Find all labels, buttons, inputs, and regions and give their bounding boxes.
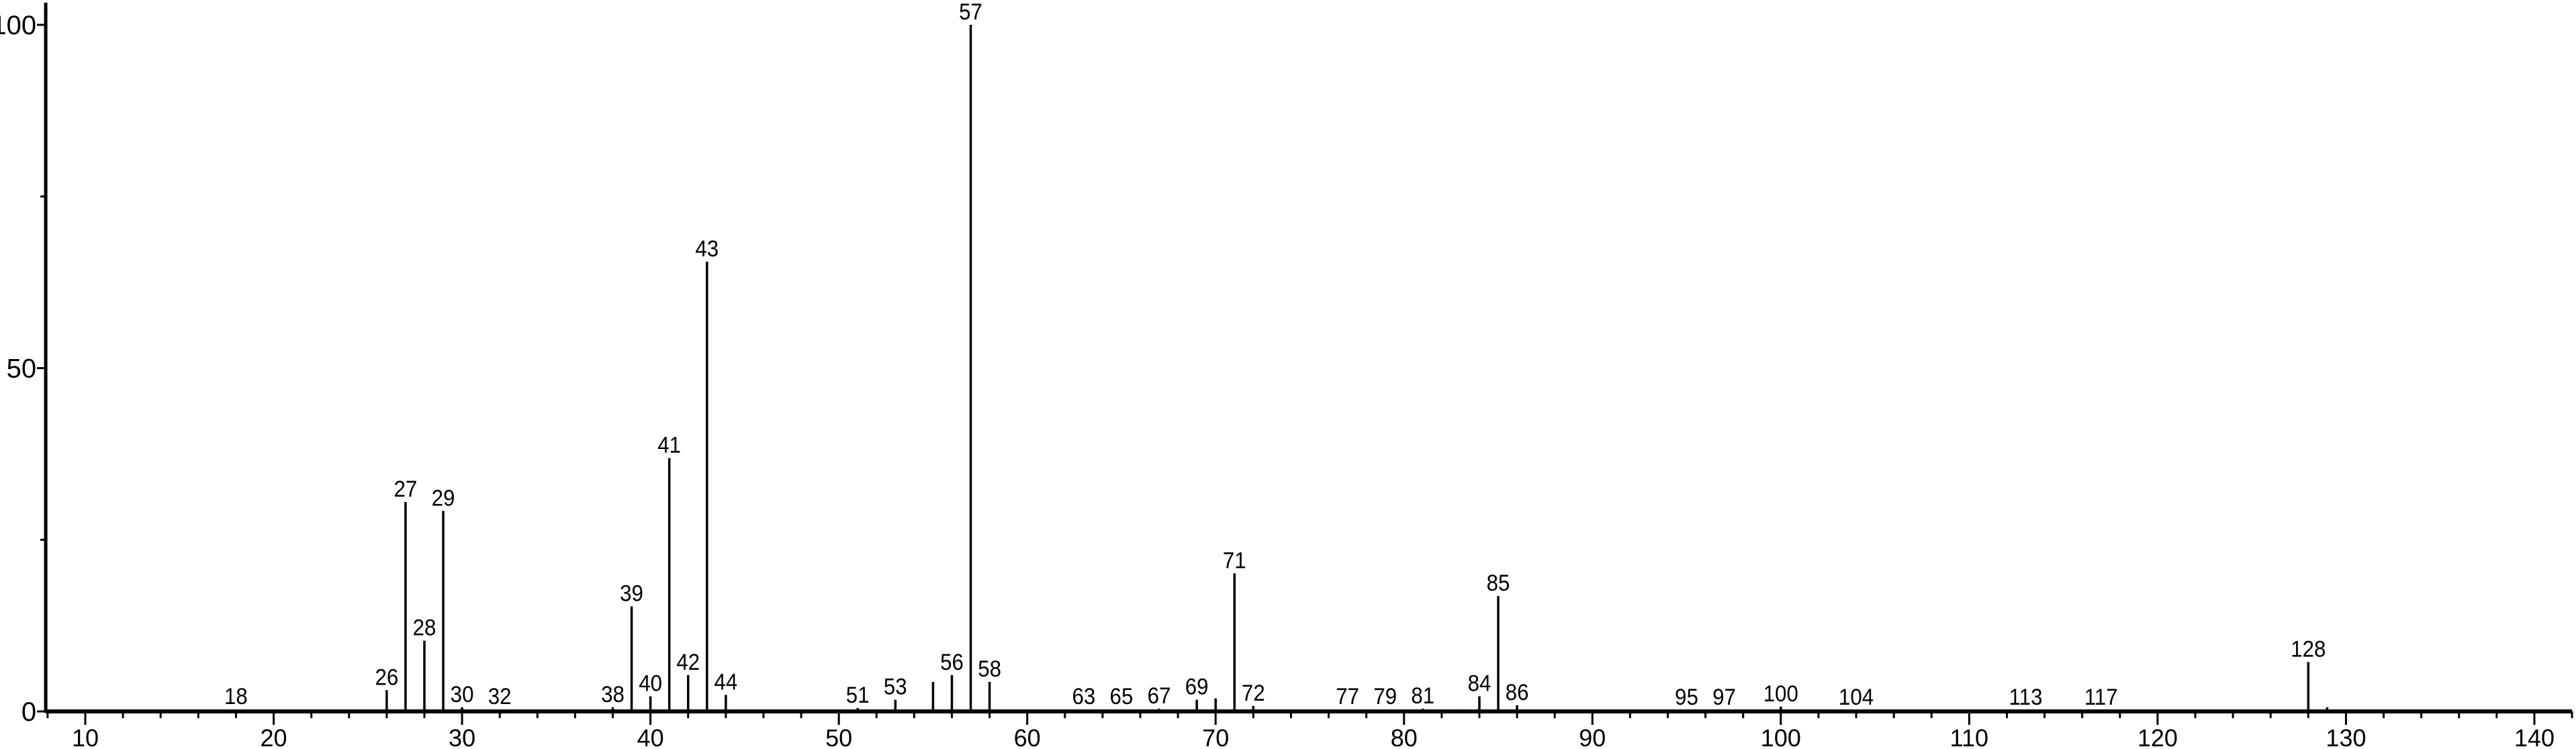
peak-label: 85 — [1487, 570, 1510, 596]
peak-label: 43 — [695, 236, 719, 262]
x-tick-label: 130 — [2326, 724, 2366, 749]
x-tick-label: 90 — [1579, 724, 1606, 749]
peak-label: 69 — [1185, 673, 1209, 699]
x-tick-label: 30 — [449, 724, 475, 749]
peak-label: 18 — [224, 683, 248, 709]
y-tick-label: 0 — [21, 697, 36, 727]
peak-label: 44 — [714, 668, 737, 695]
peak-label: 128 — [2291, 636, 2326, 662]
x-tick-label: 60 — [1014, 724, 1041, 749]
peak-label: 67 — [1148, 683, 1171, 709]
peak-label: 29 — [432, 485, 455, 511]
peak-label: 58 — [978, 656, 1001, 682]
peak-label: 38 — [601, 681, 625, 707]
peak-label: 28 — [413, 614, 436, 640]
peak-label: 53 — [884, 673, 907, 699]
peak-label: 27 — [394, 476, 418, 502]
x-tick-label: 10 — [72, 724, 99, 749]
peak-label: 63 — [1072, 683, 1095, 709]
peak-label: 84 — [1468, 670, 1491, 696]
peak-label: 42 — [676, 649, 700, 675]
peak-label: 41 — [657, 432, 681, 458]
peak-label: 51 — [846, 682, 870, 708]
y-tick-label: 100 — [0, 11, 36, 40]
peak-label: 56 — [940, 649, 964, 675]
peak-label: 79 — [1373, 683, 1397, 709]
x-tick-label: 80 — [1391, 724, 1418, 749]
peak-label: 32 — [488, 683, 512, 709]
peak-label: 26 — [375, 664, 398, 690]
x-tick-label: 140 — [2514, 724, 2555, 749]
peak-label: 100 — [1763, 681, 1798, 707]
x-tick-label: 120 — [2137, 724, 2178, 749]
peak-label: 77 — [1336, 683, 1359, 709]
peak-label: 40 — [639, 670, 662, 696]
peak-label: 71 — [1223, 547, 1246, 573]
y-tick-label: 50 — [7, 354, 37, 384]
peak-label: 97 — [1712, 684, 1736, 710]
peak-label: 86 — [1506, 679, 1529, 705]
x-tick-label: 20 — [261, 724, 287, 749]
x-tick-label: 100 — [1761, 724, 1801, 749]
peak-label: 65 — [1110, 683, 1134, 709]
peak-label: 72 — [1242, 680, 1265, 706]
x-tick-label: 50 — [825, 724, 852, 749]
peak-label: 39 — [620, 580, 643, 606]
peak-label: 30 — [451, 681, 474, 707]
x-tick-label: 70 — [1202, 724, 1229, 749]
x-tick-label: 110 — [1950, 724, 1988, 749]
peak-label: 117 — [2084, 684, 2118, 710]
peak-label: 81 — [1411, 683, 1434, 709]
peak-label: 57 — [959, 0, 982, 24]
peak-label: 113 — [2009, 684, 2043, 710]
x-tick-label: 40 — [637, 724, 664, 749]
peak-label: 104 — [1839, 684, 1874, 710]
peak-label: 95 — [1675, 684, 1698, 710]
